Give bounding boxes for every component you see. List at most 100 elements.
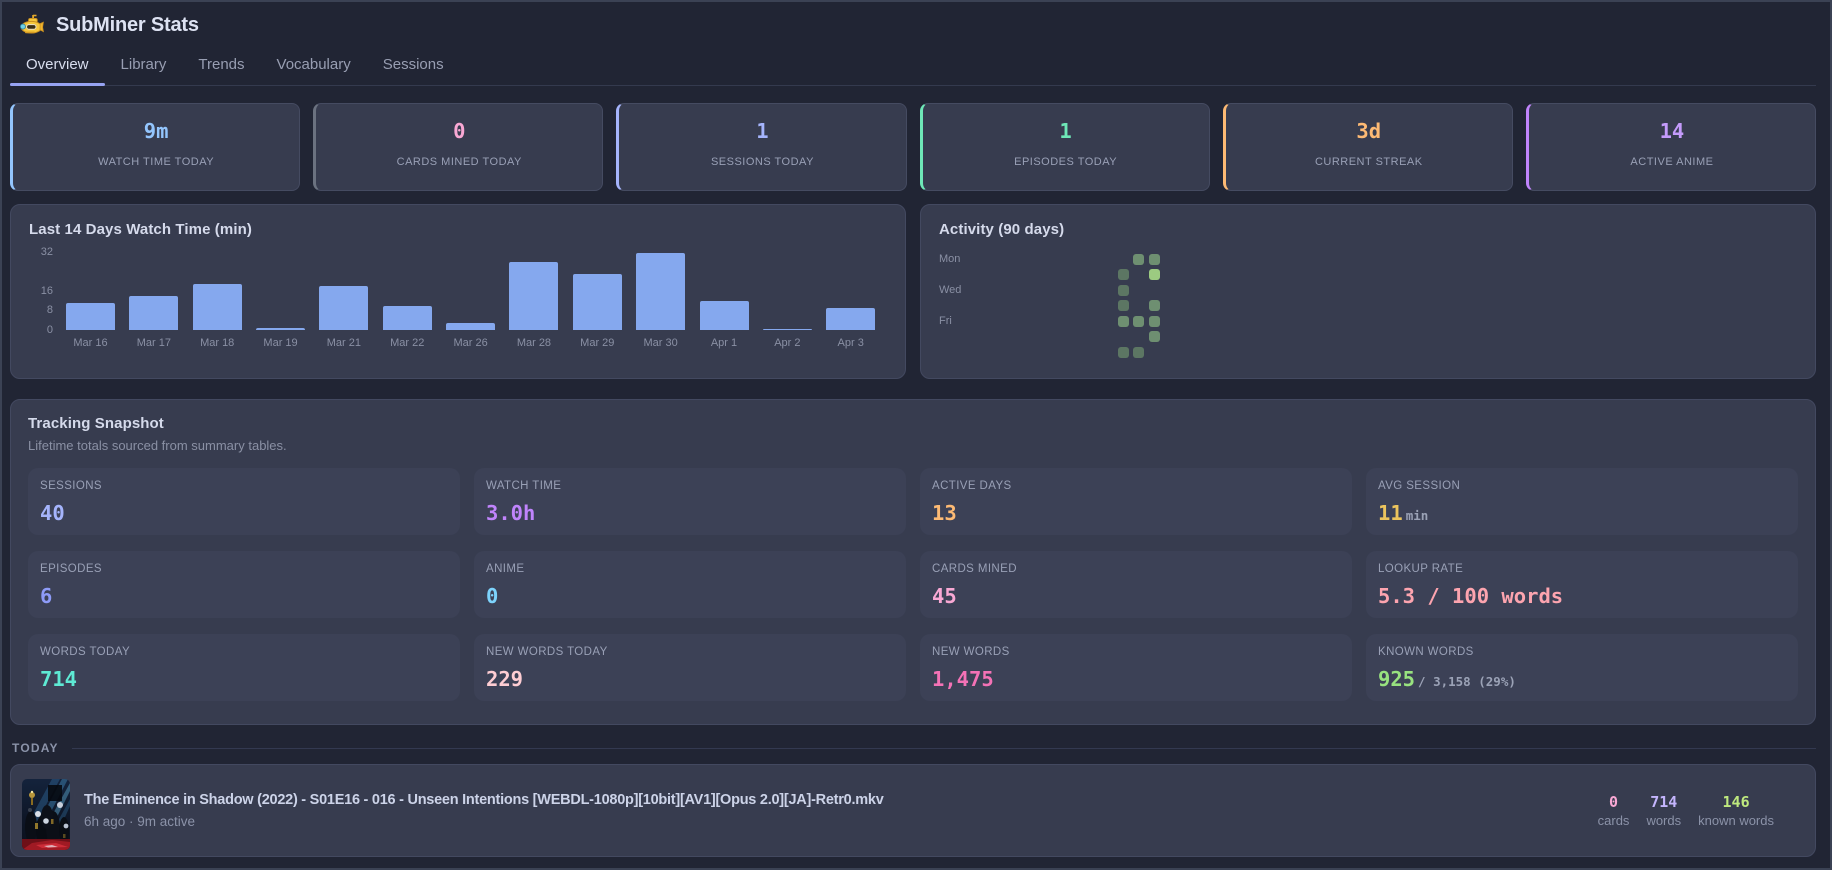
snapshot-item-value: 229 <box>486 667 524 691</box>
stat-value: 14 <box>1659 118 1685 143</box>
snapshot-item-value: 40 <box>40 501 65 525</box>
today-divider <box>71 747 1816 749</box>
chart-xtick: Mar 30 <box>643 337 678 349</box>
session-meta: 6h ago · 9m active <box>84 814 196 829</box>
stat-card-cards-mined-today: 0 CARDS MINED TODAY <box>313 103 604 191</box>
tab-trends[interactable]: Trends <box>198 56 245 73</box>
tab-vocabulary[interactable]: Vocabulary <box>276 56 351 73</box>
chart-xtick: Mar 19 <box>263 337 298 349</box>
heatmap-cell <box>1148 269 1160 281</box>
snapshot-item-lookup-rate: LOOKUP RATE 5.3 / 100 words <box>1366 551 1798 618</box>
chart-bar-mar-28 <box>509 262 559 330</box>
activity-title: Activity (90 days) <box>939 221 1065 238</box>
snapshot-item-cards-mined: CARDS MINED 45 <box>920 551 1352 618</box>
chart-bar-mar-30 <box>636 252 686 330</box>
snapshot-item-label: KNOWN WORDS <box>1378 646 1474 658</box>
session-stat-label: cards <box>1597 812 1630 828</box>
snapshot-item-watch-time: WATCH TIME 3.0h <box>474 468 906 535</box>
session-stat-label: words <box>1646 812 1682 828</box>
chart-ytick: 16 <box>40 284 53 297</box>
session-stat-words: 714 words <box>1646 794 1681 828</box>
chart-xtick: Mar 21 <box>326 337 362 349</box>
snapshot-grid: SESSIONS 40 WATCH TIME 3.0h ACTIVE DAYS 13 AVG… <box>28 468 1798 701</box>
stat-label: CURRENT STREAK <box>1314 156 1423 169</box>
tab-library[interactable]: Library <box>120 56 167 73</box>
stat-card-sessions-today: 1 SESSIONS TODAY <box>616 103 907 191</box>
snapshot-item-value: 714 <box>40 667 78 691</box>
tab-overview[interactable]: Overview <box>10 49 105 86</box>
stat-label: SESSIONS TODAY <box>710 156 814 169</box>
stat-card-row: 9m WATCH TIME TODAY 0 CARDS MINED TODAY 1 SES… <box>10 103 1817 191</box>
activity-heatmap-card: Activity (90 days) Mon Wed Fri <box>920 204 1816 379</box>
heatmap-cell <box>1148 300 1160 312</box>
chart-xtick: Mar 17 <box>136 337 171 349</box>
session-stats: 0 cards 714 words 146 known words <box>1598 794 1774 828</box>
session-stat-label: known words <box>1698 812 1774 828</box>
snapshot-item-label: AVG SESSION <box>1378 480 1461 492</box>
snapshot-item-label: NEW WORDS <box>932 646 1010 658</box>
charts-row: Last 14 Days Watch Time (min) 0 8 16 32 Mar … <box>10 204 1816 379</box>
session-stat-value: 0 <box>1609 792 1619 811</box>
stat-card-current-streak: 3d CURRENT STREAK <box>1222 103 1513 191</box>
chart-xtick: Apr 1 <box>710 337 738 349</box>
chart-bar-mar-26 <box>446 322 496 330</box>
heatmap-cell <box>1133 254 1145 265</box>
page-title: SubMiner Stats <box>56 13 199 36</box>
stat-label: ACTIVE ANIME <box>1630 156 1714 169</box>
snapshot-item-label: ACTIVE DAYS <box>932 480 1012 492</box>
chart-title: Last 14 Days Watch Time (min) <box>29 221 252 238</box>
snapshot-item-label: LOOKUP RATE <box>1378 563 1464 575</box>
snapshot-item-label: SESSIONS <box>40 480 102 492</box>
chart-bar-apr-3 <box>826 308 876 330</box>
snapshot-item-value: 11 <box>1378 501 1403 525</box>
heatmap-cell <box>1118 346 1129 358</box>
snapshot-item-value: 45 <box>932 584 957 608</box>
stat-card-episodes-today: 1 EPISODES TODAY <box>919 103 1210 191</box>
chart-bar-mar-29 <box>572 274 622 330</box>
stat-value: 3d <box>1356 118 1382 143</box>
heatmap-cell <box>1118 284 1129 296</box>
stat-value: 0 <box>453 118 466 143</box>
chart-ytick: 32 <box>40 246 53 258</box>
snapshot-item-anime: ANIME 0 <box>474 551 906 618</box>
chart-xtick: Mar 29 <box>580 337 615 349</box>
session-thumbnail <box>22 779 70 850</box>
chart-xtick: Mar 18 <box>200 337 235 349</box>
chart-bar-mar-16 <box>66 303 115 330</box>
chart-xtick: Mar 28 <box>516 337 552 349</box>
chart-bar-apr-2 <box>762 328 812 330</box>
heatmap-day-label: Wed <box>939 283 962 296</box>
chart-xtick: Mar 26 <box>453 337 488 349</box>
snapshot-item-new-words-today: NEW WORDS TODAY 229 <box>474 634 906 701</box>
tracking-snapshot-card: Tracking Snapshot Lifetime totals source… <box>10 399 1816 725</box>
heatmap-cell <box>1148 315 1160 327</box>
snapshot-item-value: 5.3 / 100 words <box>1378 584 1564 608</box>
chart-xtick: Mar 16 <box>73 337 108 349</box>
heatmap-cell <box>1133 315 1145 327</box>
heatmap-cell <box>1118 300 1129 312</box>
stat-label: EPISODES TODAY <box>1014 156 1118 169</box>
stat-card-active-anime: 14 ACTIVE ANIME <box>1525 103 1817 191</box>
snapshot-item-suffix: / 3,158 (29%) <box>1418 674 1516 689</box>
snapshot-item-words-today: WORDS TODAY 714 <box>28 634 460 701</box>
chart-bar-mar-22 <box>382 305 432 330</box>
header: SubMiner Stats <box>10 2 1816 38</box>
heatmap-day-label: Mon <box>939 253 961 265</box>
snapshot-item-label: NEW WORDS TODAY <box>486 646 608 658</box>
tab-sessions[interactable]: Sessions <box>382 56 444 73</box>
watch-time-chart-card: Last 14 Days Watch Time (min) 0 8 16 32 Mar … <box>10 204 906 379</box>
chart-xtick: Apr 3 <box>837 337 864 349</box>
chart-ytick: 8 <box>46 304 53 317</box>
snapshot-item-label: ANIME <box>486 563 525 575</box>
snapshot-item-avg-session: AVG SESSION 11 min <box>1366 468 1798 535</box>
stat-label: WATCH TIME TODAY <box>98 156 215 169</box>
tab-bar: Overview Library Trends Vocabulary Sessions <box>10 49 1816 86</box>
chart-bar-apr-1 <box>699 300 749 330</box>
session-stat-value: 714 <box>1650 792 1678 811</box>
snapshot-title: Tracking Snapshot <box>28 415 164 432</box>
chart-xtick: Apr 2 <box>774 337 801 349</box>
snapshot-item-active-days: ACTIVE DAYS 13 <box>920 468 1352 535</box>
session-row[interactable]: The Eminence in Shadow (2022) - S01E16 -… <box>10 764 1816 857</box>
session-stat-known-words: 146 known words <box>1698 794 1774 828</box>
